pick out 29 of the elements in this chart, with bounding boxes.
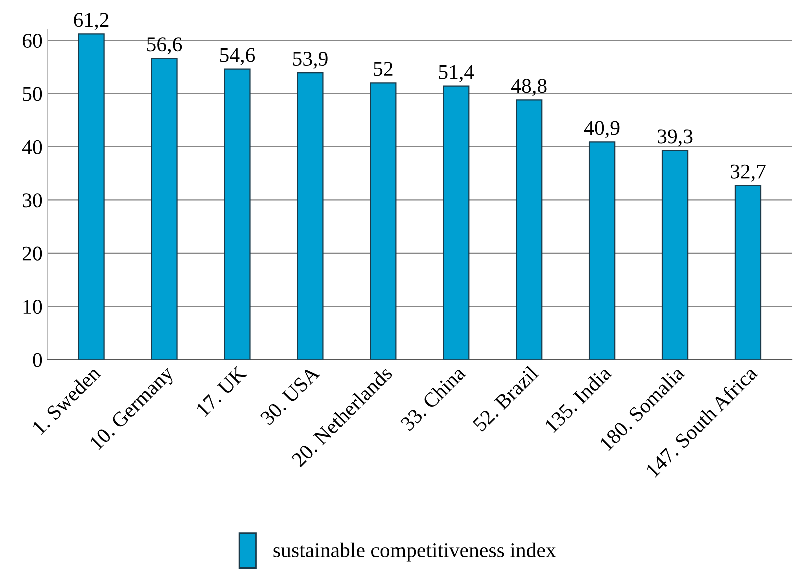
data-label: 52 (374, 62, 393, 76)
data-label: 32,7 (731, 164, 766, 182)
y-tick-label: 60 (22, 34, 42, 48)
data-label: 39,3 (658, 130, 693, 147)
y-tick-label: 20 (22, 246, 42, 261)
y-tick-label: 50 (23, 87, 42, 102)
data-label: 56,6 (147, 38, 182, 55)
bar (78, 34, 105, 360)
data-label: 51,4 (439, 65, 474, 82)
bar (516, 100, 543, 360)
bar (588, 142, 616, 360)
bar (370, 82, 397, 360)
bar (734, 185, 762, 360)
data-label: 61,2 (74, 13, 109, 30)
x-tick-label: 17. UK (196, 365, 248, 418)
data-label: 54,6 (220, 48, 256, 66)
y-tick-label: 30 (23, 194, 42, 208)
y-tick-label: 10 (24, 300, 42, 314)
bar (297, 72, 324, 360)
bar (662, 150, 689, 360)
y-tick-label: 40 (22, 140, 42, 154)
data-label: 53,9 (293, 52, 328, 70)
bar (151, 58, 178, 360)
data-label: 40,9 (584, 121, 620, 138)
legend-label: sustainable competitiveness index (274, 542, 556, 562)
bar (224, 68, 251, 360)
data-label: 48,8 (512, 79, 547, 96)
bar (443, 86, 470, 360)
y-tick-label: 0 (33, 353, 42, 368)
